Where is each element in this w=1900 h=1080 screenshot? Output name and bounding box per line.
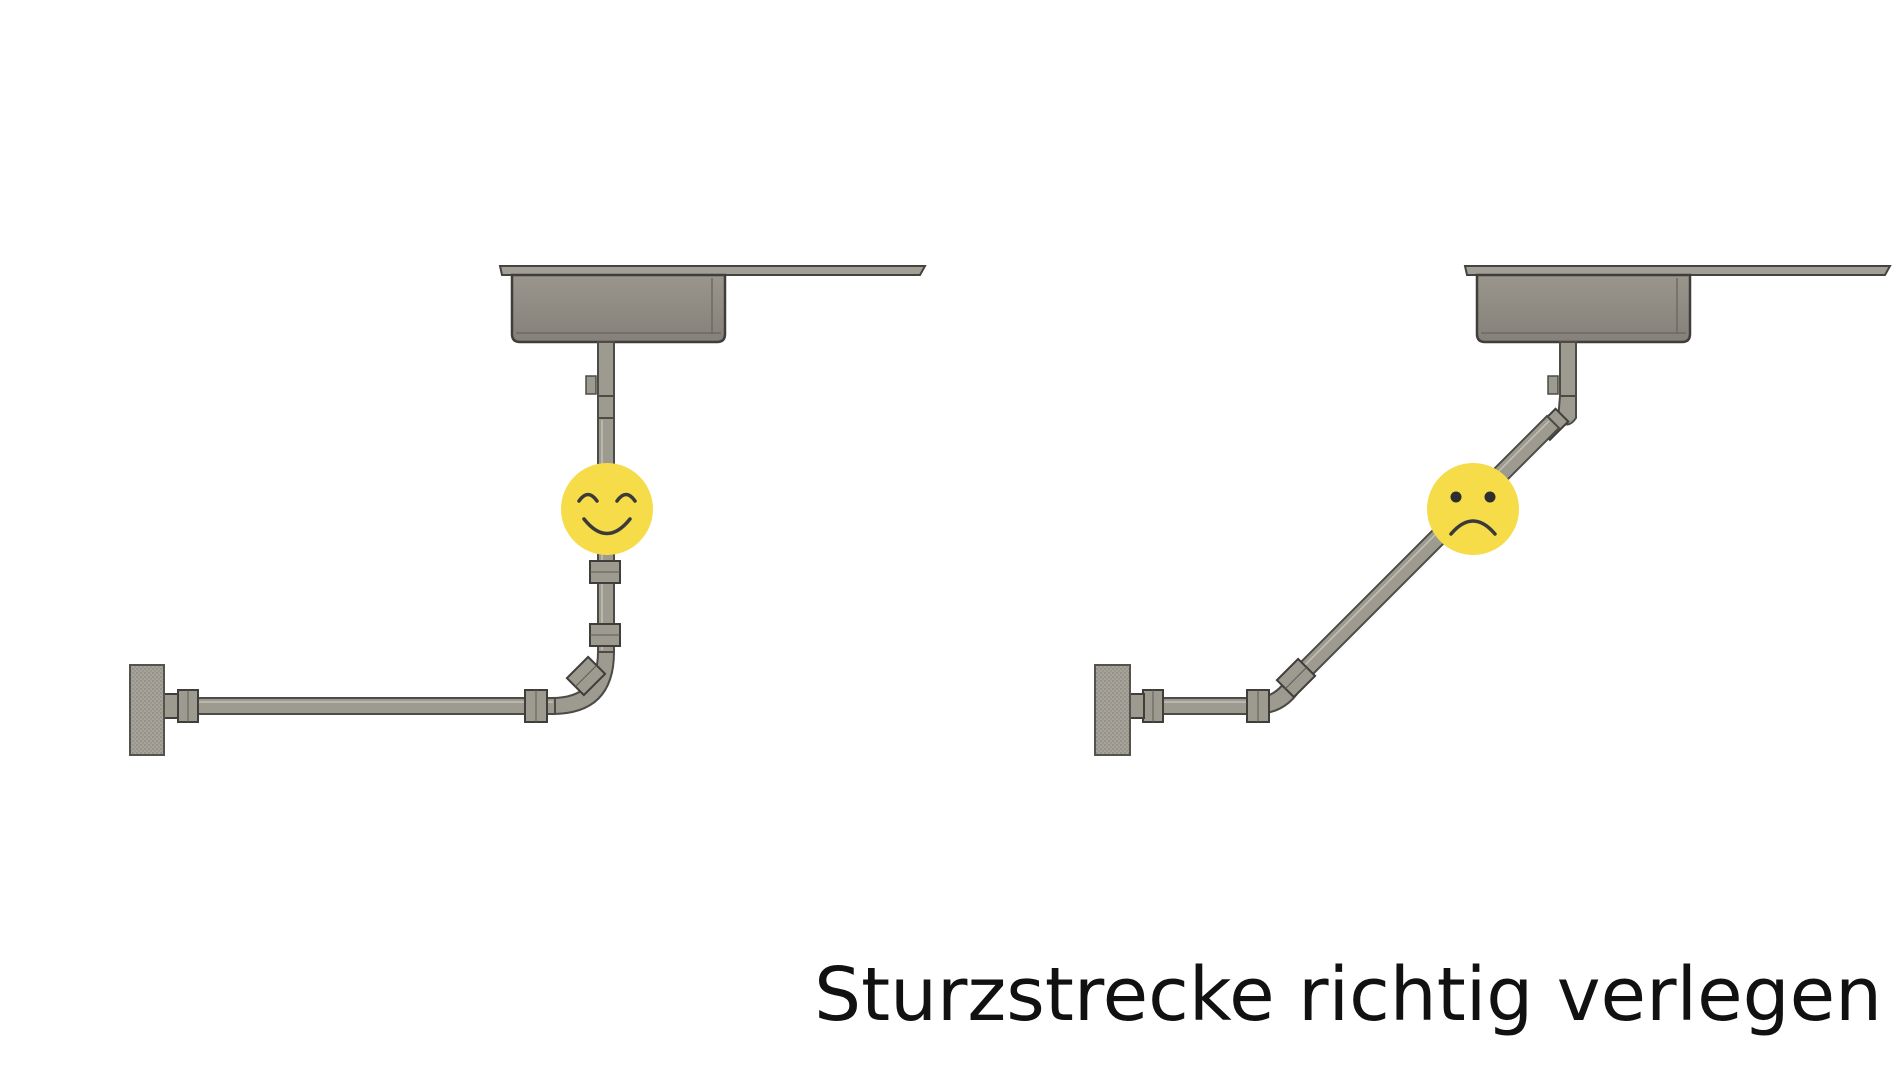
horizontal-pipe-left [163,689,556,723]
diagonal-pipe-right [1289,414,1561,686]
sink-left [498,265,927,344]
caption-title: Sturzstrecke richtig verlegen [814,952,1882,1038]
main-stack-left [129,664,165,756]
sink-right [1463,265,1892,344]
frowning-face-icon [1427,463,1519,555]
panel-correct [129,265,927,756]
horizontal-pipe-right [1129,689,1270,723]
elbow-left [551,651,616,716]
smiling-face-icon [561,463,653,555]
panel-incorrect [1094,265,1892,756]
drain-tail-left [585,341,615,424]
main-stack-right [1094,664,1131,756]
